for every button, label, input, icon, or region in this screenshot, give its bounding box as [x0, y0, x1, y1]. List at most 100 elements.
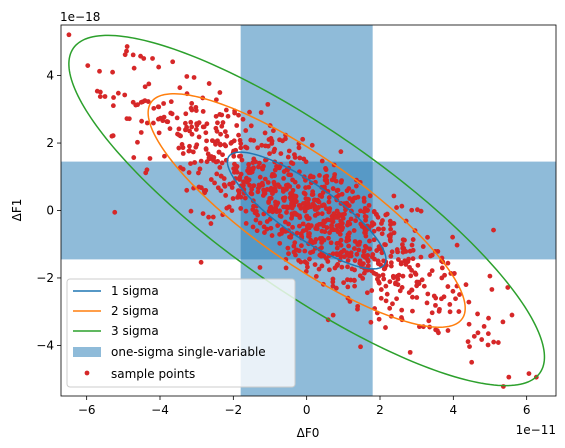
sample-point [319, 158, 325, 164]
sample-point [263, 143, 268, 149]
sample-point [224, 133, 230, 139]
sample-point [326, 195, 332, 200]
sample-point [224, 205, 230, 211]
sample-point [187, 143, 192, 149]
sample-point [376, 226, 382, 232]
sample-point [314, 206, 320, 212]
sample-point [457, 292, 462, 297]
sample-point [135, 139, 140, 145]
sample-point [294, 230, 300, 236]
sample-point [334, 188, 340, 194]
sample-point [262, 230, 267, 235]
sample-point [324, 177, 330, 183]
sample-point [450, 234, 456, 240]
sample-point [391, 193, 397, 199]
sample-point [355, 242, 361, 247]
sample-point [425, 291, 431, 297]
sample-point [213, 141, 218, 147]
sample-point [196, 184, 202, 190]
sample-point [306, 222, 311, 228]
sample-point [242, 195, 248, 201]
sample-point [189, 124, 195, 130]
x-tick-label: 0 [303, 403, 311, 417]
sample-point [395, 276, 401, 282]
sample-point [97, 94, 103, 99]
x-tick-label: 4 [450, 403, 458, 417]
sample-point [466, 321, 472, 327]
sample-point [216, 149, 222, 155]
sample-point [330, 186, 336, 191]
sample-point [425, 234, 430, 240]
sample-point [429, 252, 435, 258]
sample-point [321, 223, 327, 229]
sample-point [267, 195, 273, 201]
sample-point [435, 248, 441, 254]
sample-point [393, 281, 398, 287]
sample-point [332, 265, 338, 271]
sample-point [130, 52, 136, 58]
sample-point [296, 257, 302, 263]
sample-point [176, 145, 182, 151]
sample-point [259, 142, 265, 148]
sample-point [383, 325, 388, 330]
sample-point [454, 242, 460, 248]
sample-point [352, 258, 358, 263]
sample-point [309, 142, 315, 148]
sample-point [138, 99, 144, 105]
sample-point [346, 234, 351, 240]
sample-point [371, 237, 377, 243]
sample-point [361, 249, 367, 255]
sample-point [329, 177, 335, 183]
sample-point [282, 219, 288, 225]
x-tick-label: −2 [224, 403, 242, 417]
sample-point [491, 227, 496, 233]
sample-point [271, 148, 277, 154]
sample-point [410, 308, 415, 314]
sample-point [347, 196, 353, 201]
sample-point [355, 194, 361, 200]
sample-point [169, 111, 175, 117]
sample-point [345, 264, 350, 270]
sample-point [272, 182, 278, 188]
sample-point [312, 262, 318, 268]
sample-point [445, 284, 451, 289]
sample-point [316, 199, 322, 205]
sample-point [257, 160, 262, 166]
sample-point [370, 252, 376, 257]
sample-point [389, 249, 395, 255]
legend-label-3-sigma: 3 sigma [111, 324, 159, 338]
sample-point [309, 192, 315, 197]
sample-point [204, 159, 210, 165]
sample-point [184, 187, 190, 193]
sample-point [345, 219, 351, 225]
sample-point [388, 253, 394, 259]
sample-point [439, 275, 445, 281]
sample-point [410, 256, 416, 262]
sample-point [387, 279, 393, 285]
sample-point [135, 102, 141, 108]
sample-point [174, 115, 180, 121]
sample-point [334, 208, 340, 214]
sample-point [500, 319, 506, 325]
sample-point [414, 295, 420, 300]
sample-point [338, 179, 344, 185]
sample-point [262, 176, 268, 182]
sample-point [506, 374, 512, 380]
sample-point [409, 287, 415, 293]
sample-point [311, 197, 317, 203]
sample-point [188, 208, 194, 214]
sample-point [131, 155, 137, 160]
sample-point [222, 129, 228, 135]
sample-point [223, 107, 229, 113]
sample-point [409, 267, 414, 273]
sample-point [243, 208, 249, 214]
x-tick-label: 2 [376, 403, 384, 417]
sample-point [211, 158, 216, 163]
sample-point [371, 270, 377, 276]
sample-point [333, 178, 339, 184]
sample-point [319, 236, 325, 241]
sample-point [445, 260, 451, 266]
sample-point [321, 202, 327, 208]
sample-point [485, 342, 491, 348]
sample-point [333, 214, 339, 220]
